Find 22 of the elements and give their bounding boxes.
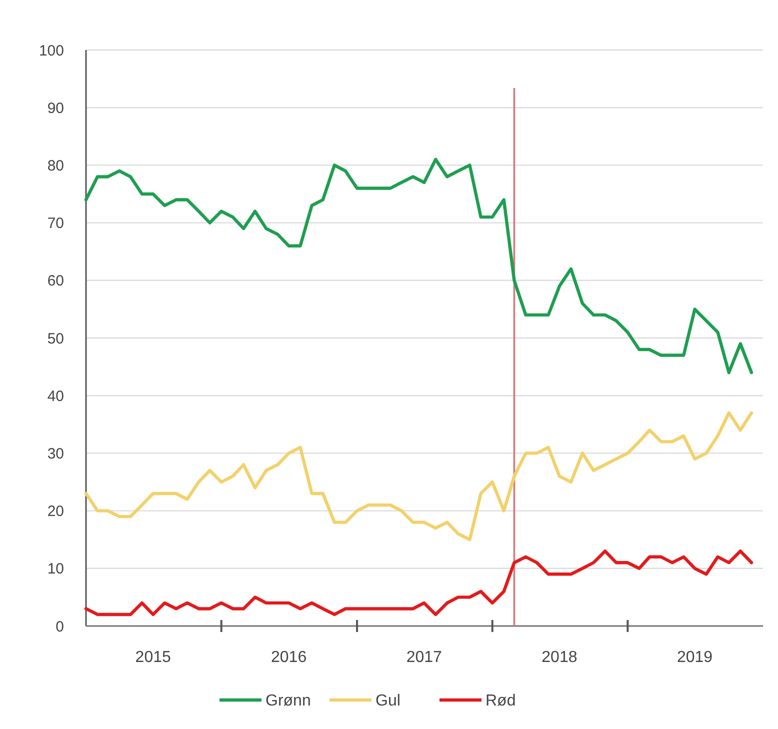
y-tick-label: 80 <box>47 157 64 174</box>
y-tick-label: 10 <box>47 560 64 578</box>
y-tick-label: 90 <box>47 100 64 117</box>
y-tick-label: 40 <box>47 388 64 405</box>
x-tick-label: 2019 <box>676 649 713 666</box>
y-tick-label: 50 <box>47 330 64 348</box>
y-tick-label: 0 <box>56 618 64 636</box>
x-tick-label: 2018 <box>542 649 578 666</box>
line-series <box>84 550 754 616</box>
x-tick-label: 2015 <box>135 649 172 666</box>
legend-label: Grønn <box>266 692 311 710</box>
line-series <box>84 411 754 542</box>
x-tick-label: 2017 <box>406 649 442 666</box>
y-tick-label: 70 <box>47 215 64 232</box>
y-tick-label: 100 <box>38 42 64 60</box>
legend-label: Gul <box>376 692 400 710</box>
y-tick-label: 60 <box>47 272 64 290</box>
line-series <box>84 158 754 374</box>
y-tick-label: 20 <box>47 503 64 520</box>
legend-label: Rød <box>486 692 516 710</box>
y-tick-label: 30 <box>47 445 64 462</box>
x-tick-label: 2016 <box>271 649 307 666</box>
